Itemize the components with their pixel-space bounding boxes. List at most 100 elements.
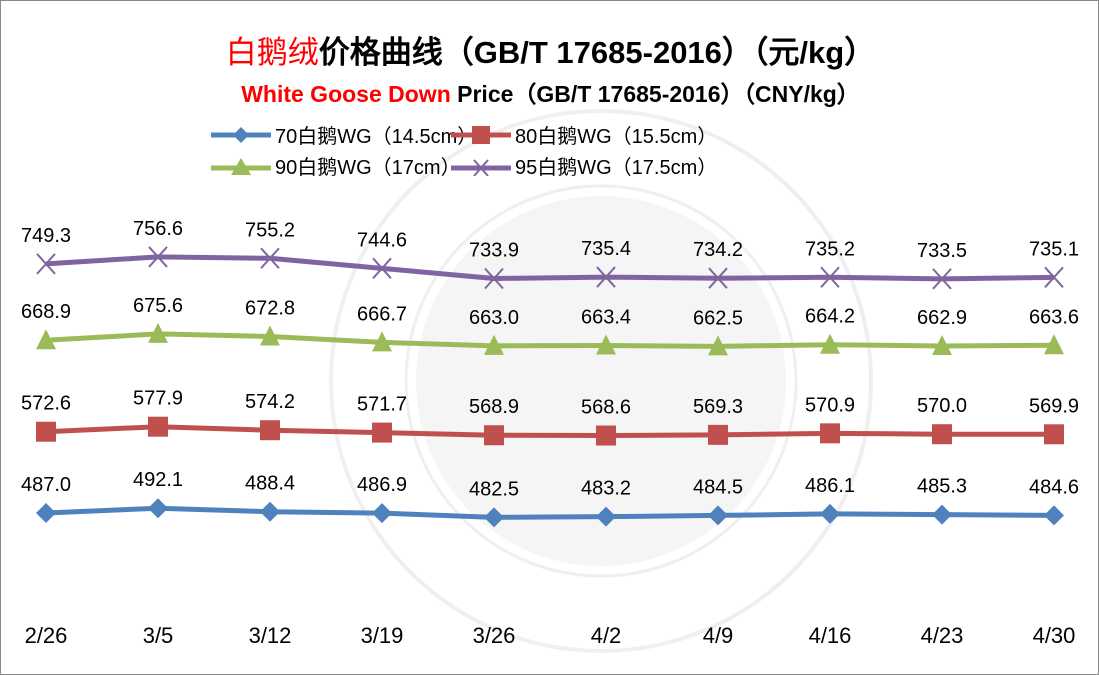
data-label: 486.9 xyxy=(357,474,407,496)
data-point-marker xyxy=(596,266,616,288)
data-label: 664.2 xyxy=(805,306,855,328)
legend-label: 95白鹅WG（17.5cm） xyxy=(515,157,718,179)
data-label: 572.6 xyxy=(21,393,71,415)
data-point-marker xyxy=(148,246,168,268)
data-point-marker xyxy=(932,268,952,290)
data-point-marker xyxy=(372,257,392,279)
x-tick-label: 4/30 xyxy=(1033,623,1076,648)
series-3: 749.3 756.6 755.2 744.6 733.9 735.4 734.2 735.2… xyxy=(21,218,1079,290)
data-label: 662.5 xyxy=(693,307,743,329)
data-label: 734.2 xyxy=(693,239,743,261)
data-point-marker xyxy=(36,253,56,275)
data-point-marker xyxy=(596,334,616,355)
data-point-marker xyxy=(484,334,504,355)
data-point-marker xyxy=(372,331,392,352)
data-label: 663.0 xyxy=(469,307,519,329)
subtitle-red-part: White Goose Down xyxy=(241,81,451,107)
data-label: 570.9 xyxy=(805,394,855,416)
data-label: 735.4 xyxy=(581,238,631,260)
x-tick-label: 4/2 xyxy=(591,623,622,648)
data-point-marker xyxy=(148,322,168,343)
data-label: 666.7 xyxy=(357,303,407,325)
data-label: 672.8 xyxy=(245,298,295,320)
data-point-marker xyxy=(260,247,280,269)
data-point-marker xyxy=(708,335,728,356)
legend-item-95: 95白鹅WG（17.5cm） xyxy=(449,151,717,180)
legend-item-80: 80白鹅WG（15.5cm） xyxy=(449,120,717,149)
data-point-marker xyxy=(484,425,504,446)
series-2: 668.9 675.6 672.8 666.7 663.0 663.4 662.5 664.2… xyxy=(21,295,1079,356)
x-tick-label: 3/19 xyxy=(361,623,404,648)
data-point-marker xyxy=(820,333,840,354)
data-point-marker xyxy=(484,267,504,290)
legend-x-icon xyxy=(451,158,511,176)
legend-label: 70白鹅WG（14.5cm） xyxy=(275,126,478,148)
series-line xyxy=(45,331,1055,349)
data-label: 570.0 xyxy=(917,395,967,417)
data-point-marker xyxy=(596,506,616,527)
data-point-marker xyxy=(36,503,56,524)
watermark-seal xyxy=(329,109,873,653)
data-point-marker xyxy=(596,425,616,446)
data-point-marker xyxy=(1044,505,1064,526)
data-label: 571.7 xyxy=(357,394,407,416)
data-label: 733.9 xyxy=(469,239,519,261)
series-line xyxy=(45,424,1055,439)
legend-square-icon xyxy=(451,125,511,144)
data-point-marker xyxy=(148,416,168,437)
x-tick-label: 2/26 xyxy=(25,623,68,648)
data-point-marker xyxy=(820,503,840,524)
data-label: 668.9 xyxy=(21,301,71,323)
data-label: 568.9 xyxy=(469,396,519,418)
data-point-marker xyxy=(820,266,840,288)
data-point-marker xyxy=(708,267,728,289)
data-point-marker xyxy=(708,424,728,445)
data-point-marker xyxy=(708,505,728,526)
data-label: 744.6 xyxy=(357,229,407,251)
x-tick-label: 4/23 xyxy=(921,623,964,648)
data-label: 486.1 xyxy=(805,475,855,497)
subtitle-rest: Price（GB/T 17685-2016）（CNY/kg） xyxy=(450,81,860,107)
data-point-marker xyxy=(1044,424,1064,445)
chart-subtitle: White Goose Down Price（GB/T 17685-2016）（… xyxy=(1,75,1098,109)
legend-label: 90白鹅WG（17cm） xyxy=(275,157,461,179)
data-point-marker xyxy=(372,503,392,524)
data-point-marker xyxy=(932,424,952,445)
data-label: 577.9 xyxy=(133,388,183,410)
x-tick-label: 3/26 xyxy=(473,623,516,648)
data-label: 485.3 xyxy=(917,476,967,498)
title-rest: 价格曲线（GB/T 17685-2016）（元/kg） xyxy=(318,35,876,70)
data-label: 492.1 xyxy=(133,469,183,491)
data-point-marker xyxy=(1044,334,1064,355)
data-label: 756.6 xyxy=(133,218,183,240)
data-label: 733.5 xyxy=(917,240,967,262)
data-label: 675.6 xyxy=(133,295,183,317)
data-label: 569.9 xyxy=(1029,395,1079,417)
data-point-marker xyxy=(260,501,280,522)
data-point-marker xyxy=(484,507,504,528)
data-point-marker xyxy=(932,504,952,525)
data-label: 663.4 xyxy=(581,306,631,328)
data-label: 483.2 xyxy=(581,478,631,500)
series-line xyxy=(45,505,1055,520)
data-point-marker xyxy=(36,329,56,350)
legend-item-70: 70白鹅WG（14.5cm） xyxy=(209,120,477,149)
x-tick-label: 4/16 xyxy=(809,623,852,648)
series-line xyxy=(45,254,1055,282)
legend-diamond-icon xyxy=(211,126,271,143)
data-point-marker xyxy=(372,422,392,443)
data-label: 482.5 xyxy=(469,478,519,500)
title-red-part: 白鹅绒 xyxy=(225,35,319,70)
data-point-marker xyxy=(820,423,840,444)
data-point-marker xyxy=(36,421,56,442)
data-label: 488.4 xyxy=(245,473,295,495)
data-point-marker xyxy=(148,498,168,519)
series-0: 487.0 492.1 488.4 486.9 482.5 483.2 484.5 486.1… xyxy=(21,469,1079,528)
data-label: 735.1 xyxy=(1029,238,1079,260)
x-tick-label: 3/12 xyxy=(249,623,292,648)
data-label: 755.2 xyxy=(245,219,295,241)
legend-triangle-icon xyxy=(211,157,271,175)
data-label: 568.6 xyxy=(581,397,631,419)
